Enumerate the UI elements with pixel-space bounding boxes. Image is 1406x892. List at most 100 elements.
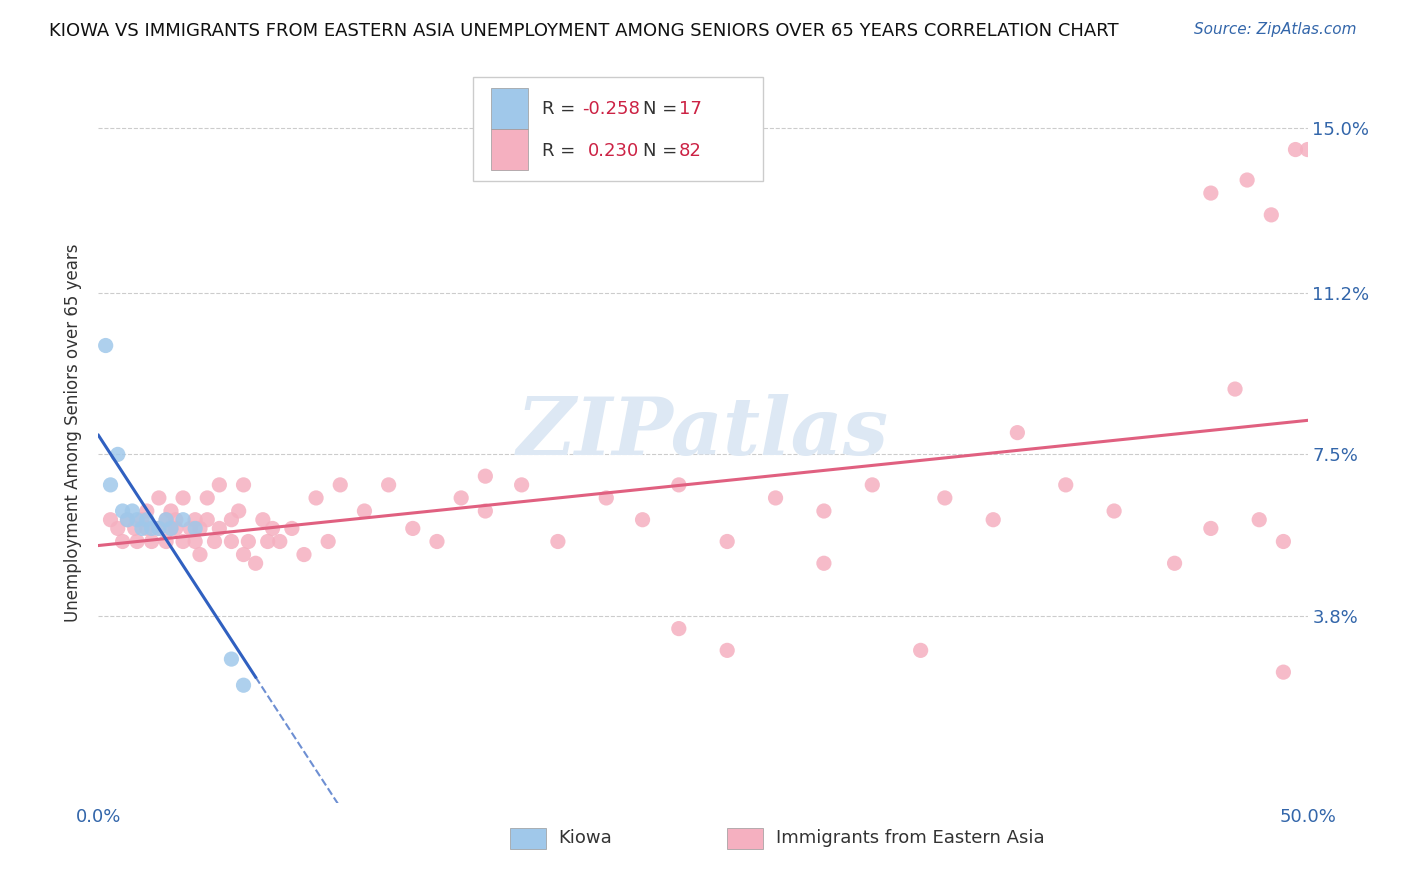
- Point: [813, 556, 835, 570]
- Point: [1007, 425, 1029, 440]
- Point: [228, 504, 250, 518]
- Point: [127, 513, 149, 527]
- Point: [148, 521, 170, 535]
- Point: [127, 534, 149, 549]
- Point: [595, 491, 617, 505]
- Point: [179, 521, 201, 535]
- Point: [172, 534, 194, 549]
- Point: [111, 534, 134, 549]
- Point: [165, 521, 187, 535]
- Point: [262, 521, 284, 535]
- Point: [221, 513, 243, 527]
- Point: [668, 622, 690, 636]
- Point: [232, 478, 254, 492]
- Point: [1272, 534, 1295, 549]
- Point: [141, 521, 163, 535]
- Point: [155, 513, 177, 527]
- Point: [148, 521, 170, 535]
- Point: [100, 478, 122, 492]
- Point: [221, 534, 243, 549]
- Text: 17: 17: [679, 100, 702, 118]
- Point: [121, 504, 143, 518]
- Point: [1163, 556, 1185, 570]
- Bar: [492, 129, 527, 169]
- Point: [269, 534, 291, 549]
- Point: [474, 504, 496, 518]
- Point: [1272, 665, 1295, 680]
- Text: 82: 82: [679, 143, 702, 161]
- Bar: [492, 88, 527, 129]
- Point: [188, 548, 211, 562]
- Point: [117, 513, 139, 527]
- Point: [426, 534, 449, 549]
- Point: [124, 521, 146, 535]
- Point: [716, 534, 738, 549]
- Point: [765, 491, 787, 505]
- Point: [377, 478, 399, 492]
- Point: [402, 521, 425, 535]
- Text: R =: R =: [543, 143, 586, 161]
- Bar: [509, 828, 546, 848]
- Point: [316, 534, 339, 549]
- Point: [100, 513, 122, 527]
- Point: [474, 469, 496, 483]
- Point: [172, 513, 194, 527]
- Point: [1199, 521, 1222, 535]
- Point: [252, 513, 274, 527]
- Point: [910, 643, 932, 657]
- Point: [131, 521, 153, 535]
- Point: [450, 491, 472, 505]
- Point: [1054, 478, 1077, 492]
- Point: [232, 678, 254, 692]
- Point: [1236, 173, 1258, 187]
- Y-axis label: Unemployment Among Seniors over 65 years: Unemployment Among Seniors over 65 years: [65, 244, 83, 622]
- Point: [245, 556, 267, 570]
- Text: Immigrants from Eastern Asia: Immigrants from Eastern Asia: [776, 830, 1045, 847]
- Text: 0.230: 0.230: [588, 143, 640, 161]
- Point: [232, 548, 254, 562]
- Point: [813, 504, 835, 518]
- Point: [155, 534, 177, 549]
- Point: [165, 513, 187, 527]
- Point: [160, 521, 183, 535]
- Text: ZIPatlas: ZIPatlas: [517, 394, 889, 471]
- Point: [668, 478, 690, 492]
- Point: [305, 491, 328, 505]
- Point: [292, 548, 315, 562]
- Point: [107, 521, 129, 535]
- Point: [1102, 504, 1125, 518]
- Point: [1260, 208, 1282, 222]
- Point: [281, 521, 304, 535]
- Point: [1223, 382, 1246, 396]
- Text: N =: N =: [643, 143, 682, 161]
- Bar: [727, 828, 763, 848]
- Point: [148, 491, 170, 505]
- Point: [94, 338, 117, 352]
- Point: [135, 521, 157, 535]
- Text: Kiowa: Kiowa: [558, 830, 612, 847]
- Point: [111, 504, 134, 518]
- Point: [188, 521, 211, 535]
- Point: [1284, 143, 1306, 157]
- Point: [135, 504, 157, 518]
- Point: [117, 513, 139, 527]
- Text: N =: N =: [643, 100, 682, 118]
- Point: [860, 478, 883, 492]
- Point: [631, 513, 654, 527]
- Point: [329, 478, 352, 492]
- Point: [547, 534, 569, 549]
- Point: [195, 491, 218, 505]
- Point: [184, 521, 207, 535]
- Point: [172, 491, 194, 505]
- Point: [184, 513, 207, 527]
- Point: [934, 491, 956, 505]
- Point: [1249, 513, 1271, 527]
- Point: [208, 521, 231, 535]
- Point: [160, 521, 183, 535]
- Point: [141, 534, 163, 549]
- Point: [160, 504, 183, 518]
- Point: [238, 534, 260, 549]
- Point: [510, 478, 533, 492]
- Point: [208, 478, 231, 492]
- Point: [107, 447, 129, 461]
